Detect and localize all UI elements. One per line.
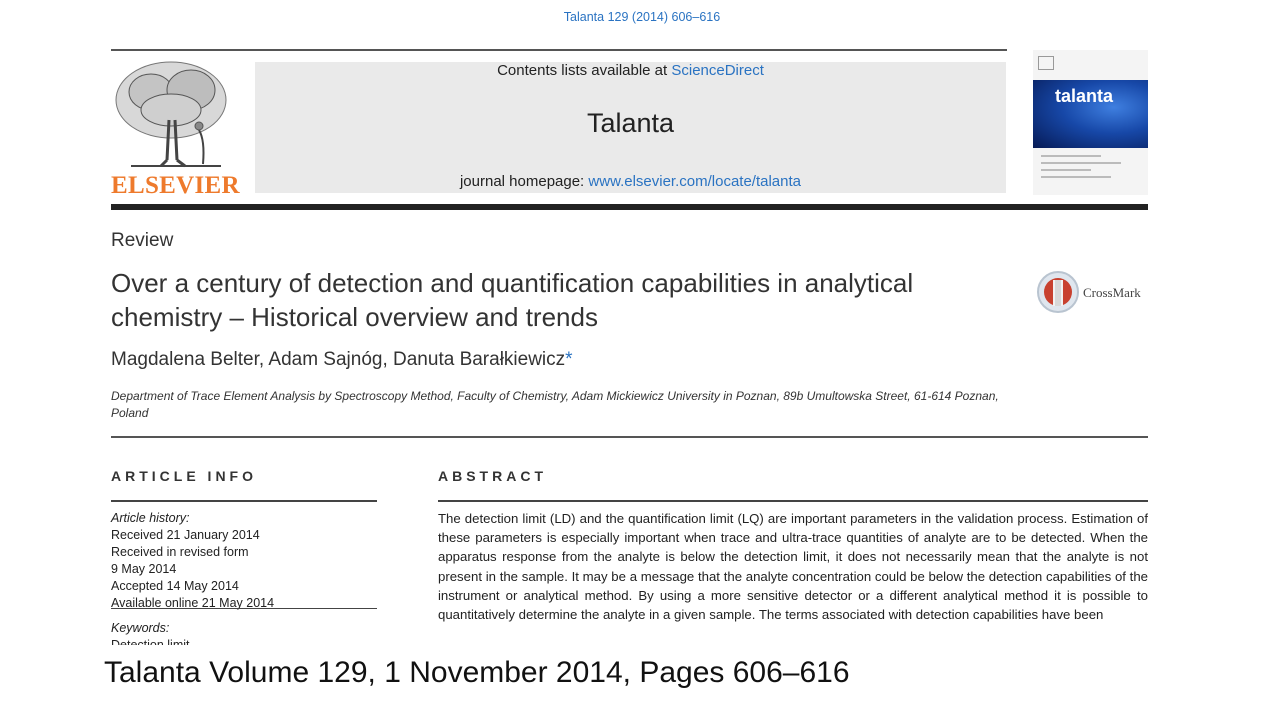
- keyword-item: Detection limit: [111, 638, 190, 646]
- abstract-rule: [438, 500, 1148, 502]
- journal-cover: talanta: [1033, 50, 1148, 195]
- abstract-text: The detection limit (LD) and the quantif…: [438, 511, 1148, 623]
- homepage-prefix: journal homepage:: [459, 173, 589, 190]
- elsevier-wordmark: ELSEVIER: [111, 172, 240, 199]
- header-rule: [111, 49, 1007, 51]
- article-info-rule: [111, 500, 377, 502]
- cover-text-lines: [1041, 155, 1141, 183]
- crossmark-icon: [1037, 271, 1079, 313]
- abstract-heading: ABSTRACT: [438, 468, 547, 484]
- keywords-label: Keywords:: [111, 621, 170, 635]
- author-affiliation: Department of Trace Element Analysis by …: [111, 389, 999, 420]
- history-item: 9 May 2014: [111, 562, 177, 576]
- contents-prefix: Contents lists available at: [497, 62, 672, 79]
- crossmark-badge[interactable]: CrossMark: [1036, 270, 1148, 314]
- cover-title: talanta: [1055, 86, 1114, 106]
- history-item: Received in revised form: [111, 545, 249, 559]
- elsevier-tree-icon: [115, 61, 227, 168]
- history-rule: [111, 608, 377, 609]
- cover-publisher-icon: [1038, 56, 1054, 70]
- journal-homepage-link[interactable]: www.elsevier.com/locate/talanta: [588, 173, 802, 190]
- caption-background: [90, 645, 1190, 720]
- history-item: Accepted 14 May 2014: [111, 579, 239, 593]
- abstract-body: The detection limit (LD) and the quantif…: [438, 509, 1148, 647]
- history-item: Received 21 January 2014: [111, 528, 260, 542]
- authors-names: Magdalena Belter, Adam Sajnóg, Danuta Ba…: [111, 349, 566, 370]
- keywords-block: Keywords: Detection limit: [111, 620, 381, 646]
- article-history: Article history: Received 21 January 201…: [111, 510, 381, 612]
- journal-citation: Talanta 129 (2014) 606–616: [563, 10, 721, 24]
- journal-banner: Contents lists available at ScienceDirec…: [255, 62, 1006, 193]
- history-item: Available online 21 May 2014: [111, 596, 275, 610]
- cover-graphic: [1033, 80, 1148, 148]
- elsevier-logo: ELSEVIER: [111, 60, 246, 199]
- article-info-heading: ARTICLE INFO: [111, 468, 257, 484]
- homepage-line: journal homepage: www.elsevier.com/locat…: [255, 173, 1006, 190]
- journal-title: Talanta: [586, 108, 675, 138]
- article-type: Review: [111, 230, 174, 251]
- history-label: Article history:: [111, 511, 190, 525]
- author-list: Magdalena Belter, Adam Sajnóg, Danuta Ba…: [111, 349, 573, 371]
- slide-caption: Talanta Volume 129, 1 November 2014, Pag…: [104, 656, 850, 689]
- sciencedirect-link[interactable]: ScienceDirect: [671, 62, 764, 79]
- contents-line: Contents lists available at ScienceDirec…: [255, 62, 1006, 79]
- article-title: Over a century of detection and quantifi…: [111, 268, 914, 332]
- section-divider: [111, 436, 1148, 438]
- crossmark-label: CrossMark: [1083, 285, 1141, 300]
- header-thick-rule: [111, 204, 1148, 210]
- corresponding-author-marker[interactable]: *: [565, 349, 573, 370]
